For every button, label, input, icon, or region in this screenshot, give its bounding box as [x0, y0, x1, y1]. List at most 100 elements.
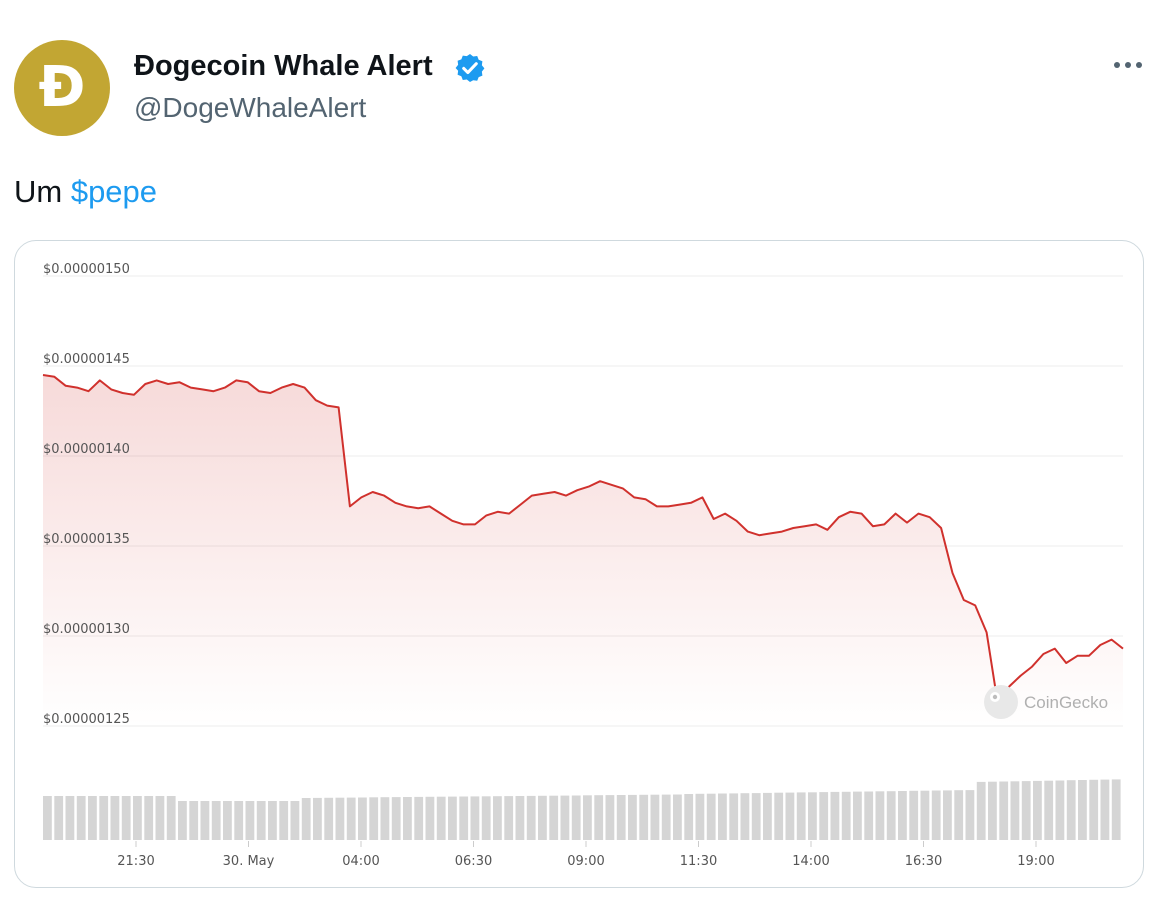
volume-bar	[290, 801, 300, 840]
volume-bar	[166, 796, 176, 840]
volume-bar	[583, 795, 592, 840]
volume-bar	[380, 797, 390, 840]
volume-bar	[1078, 780, 1087, 840]
volume-bar	[1033, 780, 1042, 840]
volume-bar	[830, 791, 840, 840]
volume-bar	[976, 781, 986, 840]
volume-bar	[549, 795, 559, 840]
volume-bar	[796, 792, 806, 840]
y-tick-label: $0.00000140	[43, 442, 130, 457]
volume-bar	[88, 796, 97, 840]
volume-bar	[1044, 780, 1054, 840]
volume-bar	[751, 793, 761, 840]
volume-bar	[301, 798, 311, 840]
volume-bar	[628, 794, 637, 840]
volume-bar	[560, 795, 570, 840]
volume-bar	[909, 790, 919, 840]
volume-bar	[650, 794, 660, 840]
price-area	[43, 375, 1123, 726]
volume-bar	[571, 795, 581, 840]
author-handle[interactable]: @DogeWhaleAlert	[134, 92, 367, 123]
volume-bar	[864, 791, 874, 840]
volume-bar	[121, 796, 131, 840]
volume-bar	[470, 796, 480, 840]
x-tick-label: 19:00	[1017, 854, 1054, 869]
chart-card[interactable]: $0.00000150 $0.00000145 $0.00000140 $0.0000…	[14, 240, 1144, 888]
volume-bar	[898, 791, 907, 840]
volume-bar	[774, 792, 784, 840]
volume-bar	[706, 793, 716, 840]
volume-bar	[988, 781, 997, 840]
volume-bar	[425, 796, 435, 840]
verified-badge-icon[interactable]	[454, 52, 486, 84]
volume-bar	[189, 801, 199, 840]
y-tick-label: $0.00000130	[43, 622, 130, 637]
volume-bar	[279, 801, 289, 840]
volume-bar	[234, 801, 244, 840]
volume-bar	[931, 790, 941, 840]
volume-bar	[515, 796, 525, 840]
volume-bar	[616, 795, 626, 840]
avatar[interactable]: Đ	[14, 40, 110, 136]
volume-bar	[178, 801, 187, 840]
dogecoin-logo-icon: Đ	[38, 55, 86, 120]
volume-bar	[256, 801, 266, 840]
volume-bar	[493, 796, 502, 840]
volume-bar	[661, 794, 671, 840]
volume-bar	[313, 797, 322, 840]
volume-bar	[684, 794, 694, 840]
volume-bar	[808, 792, 817, 840]
volume-bar	[785, 792, 795, 840]
volume-bar	[448, 796, 457, 840]
volume-bar	[999, 781, 1009, 840]
volume-bar	[346, 797, 356, 840]
volume-bar	[223, 801, 232, 840]
volume-bar	[954, 790, 964, 840]
x-tick-label: 30. May	[223, 854, 275, 869]
cashtag-link[interactable]: $pepe	[70, 174, 158, 209]
volume-bar	[459, 796, 469, 840]
y-tick-label: $0.00000135	[43, 532, 130, 547]
volume-bar	[358, 797, 367, 840]
volume-bar	[391, 797, 401, 840]
volume-bar	[245, 801, 255, 840]
price-line	[42, 374, 1124, 706]
y-tick-label: $0.00000150	[43, 262, 130, 277]
volume-bar	[1111, 779, 1121, 840]
author-display-name[interactable]: Đogecoin Whale Alert	[134, 50, 433, 82]
volume-bar	[369, 797, 379, 840]
volume-bar	[481, 796, 491, 840]
x-tick-label: 16:30	[905, 854, 942, 869]
tweet-text: Um $pepe	[14, 174, 157, 210]
volume-bar	[695, 793, 705, 840]
volume-bar	[54, 796, 64, 840]
volume-bar	[729, 793, 739, 840]
x-tick-label: 11:30	[680, 854, 717, 869]
volume-bar	[841, 791, 851, 840]
volume-bar	[155, 796, 165, 840]
volume-bar	[965, 790, 975, 840]
watermark-text: CoinGecko	[1024, 693, 1108, 712]
volume-bar	[526, 795, 536, 840]
volume-bar	[110, 796, 120, 840]
volume-bar	[76, 796, 86, 840]
y-tick-label: $0.00000125	[43, 712, 130, 727]
volume-bar	[886, 791, 896, 840]
x-tick-label: 04:00	[342, 854, 379, 869]
volume-bar	[718, 793, 727, 840]
coingecko-watermark: CoinGecko	[984, 685, 1108, 719]
tweet-text-prefix: Um	[14, 174, 71, 209]
volume-bar	[763, 792, 772, 840]
y-tick-label: $0.00000145	[43, 352, 130, 367]
volume-bar	[853, 791, 862, 840]
price-chart: $0.00000150 $0.00000145 $0.00000140 $0.0000…	[42, 262, 1124, 869]
volume-bar	[403, 797, 412, 840]
volume-bar	[335, 797, 345, 840]
x-tick-label: 14:00	[792, 854, 829, 869]
volume-bar	[740, 793, 750, 840]
volume-bar	[1066, 780, 1076, 840]
more-horizontal-icon[interactable]	[1106, 50, 1150, 80]
volume-bar	[211, 801, 221, 840]
x-tick-label: 09:00	[567, 854, 604, 869]
volume-bar	[200, 801, 210, 840]
